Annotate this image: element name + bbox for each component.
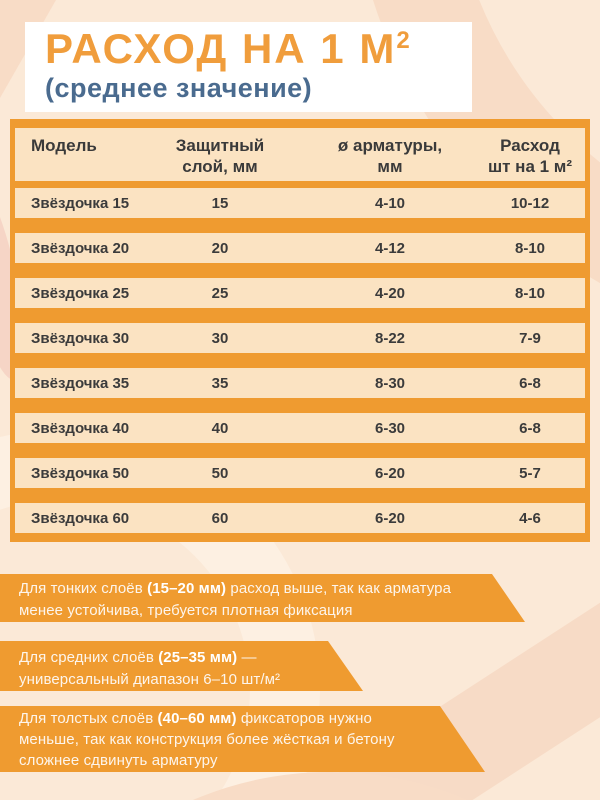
page-title-text: РАСХОД НА 1 М bbox=[45, 25, 397, 72]
cell-layer: 50 bbox=[211, 464, 229, 482]
note-banner-medium-layers: Для средних слоёв (25–35 мм) — универсал… bbox=[0, 641, 363, 691]
cell-diameter: 6-20 bbox=[374, 464, 406, 482]
table-row: Звёздочка 25 25 4-20 8-10 bbox=[15, 278, 585, 308]
column-header-diameter: ø арматуры, мм bbox=[337, 136, 443, 177]
cell-diameter: 4-12 bbox=[374, 239, 406, 257]
cell-diameter: 8-30 bbox=[374, 374, 406, 392]
cell-layer: 15 bbox=[211, 194, 229, 212]
cell-consumption: 6-8 bbox=[519, 374, 541, 392]
cell-model: Звёздочка 50 bbox=[31, 464, 130, 482]
cell-model: Звёздочка 25 bbox=[31, 284, 130, 302]
table-row: Звёздочка 20 20 4-12 8-10 bbox=[15, 233, 585, 263]
note-text-bold: (15–20 мм) bbox=[147, 580, 227, 597]
cell-consumption: 4-6 bbox=[519, 509, 541, 527]
page-subtitle: (среднее значение) bbox=[45, 73, 313, 104]
cell-model: Звёздочка 20 bbox=[31, 239, 130, 257]
background-ring-bottom bbox=[0, 772, 600, 800]
page-title-superscript: 2 bbox=[396, 27, 410, 54]
cell-layer: 60 bbox=[211, 509, 229, 527]
cell-diameter: 6-20 bbox=[374, 509, 406, 527]
table-row: Звёздочка 35 35 8-30 6-8 bbox=[15, 368, 585, 398]
column-header-model: Модель bbox=[31, 136, 97, 155]
cell-model: Звёздочка 15 bbox=[31, 194, 130, 212]
cell-model: Звёздочка 30 bbox=[31, 329, 130, 347]
note-text: Для средних слоёв bbox=[19, 649, 159, 666]
consumption-table: Модель Защитный слой, мм ø арматуры, мм … bbox=[10, 119, 590, 542]
cell-consumption: 8-10 bbox=[514, 239, 546, 257]
column-header-consumption: Расход шт на 1 м² bbox=[487, 136, 573, 177]
table-header-row: Модель Защитный слой, мм ø арматуры, мм … bbox=[15, 128, 585, 181]
cell-consumption: 5-7 bbox=[519, 464, 541, 482]
page-title: РАСХОД НА 1 М2 bbox=[45, 25, 472, 72]
note-banner-thick-layers: Для толстых слоёв (40–60 мм) фиксаторов … bbox=[0, 706, 485, 772]
note-text: Для толстых слоёв bbox=[19, 710, 158, 727]
cell-diameter: 8-22 bbox=[374, 329, 406, 347]
cell-diameter: 4-20 bbox=[374, 284, 406, 302]
table-row: Звёздочка 40 40 6-30 6-8 bbox=[15, 413, 585, 443]
title-box: РАСХОД НА 1 М2 (среднее значение) bbox=[25, 22, 472, 112]
cell-consumption: 7-9 bbox=[519, 329, 541, 347]
note-text-bold: (40–60 мм) bbox=[157, 710, 237, 727]
cell-model: Звёздочка 35 bbox=[31, 374, 130, 392]
cell-diameter: 4-10 bbox=[374, 194, 406, 212]
table-row: Звёздочка 15 15 4-10 10-12 bbox=[15, 188, 585, 218]
cell-consumption: 8-10 bbox=[514, 284, 546, 302]
note-text: Для тонких слоёв bbox=[19, 580, 148, 597]
note-text-bold: (25–35 мм) bbox=[158, 649, 238, 666]
note-banner-thin-layers: Для тонких слоёв (15–20 мм) расход выше,… bbox=[0, 574, 525, 622]
cell-layer: 20 bbox=[211, 239, 229, 257]
cell-layer: 25 bbox=[211, 284, 229, 302]
cell-layer: 35 bbox=[211, 374, 229, 392]
cell-consumption: 6-8 bbox=[519, 419, 541, 437]
cell-layer: 40 bbox=[211, 419, 229, 437]
cell-model: Звёздочка 60 bbox=[31, 509, 130, 527]
table-row: Звёздочка 60 60 6-20 4-6 bbox=[15, 503, 585, 533]
cell-model: Звёздочка 40 bbox=[31, 419, 130, 437]
cell-diameter: 6-30 bbox=[374, 419, 406, 437]
column-header-layer: Защитный слой, мм bbox=[175, 136, 265, 177]
cell-consumption: 10-12 bbox=[510, 194, 550, 212]
cell-layer: 30 bbox=[211, 329, 229, 347]
table-row: Звёздочка 50 50 6-20 5-7 bbox=[15, 458, 585, 488]
table-row: Звёздочка 30 30 8-22 7-9 bbox=[15, 323, 585, 353]
